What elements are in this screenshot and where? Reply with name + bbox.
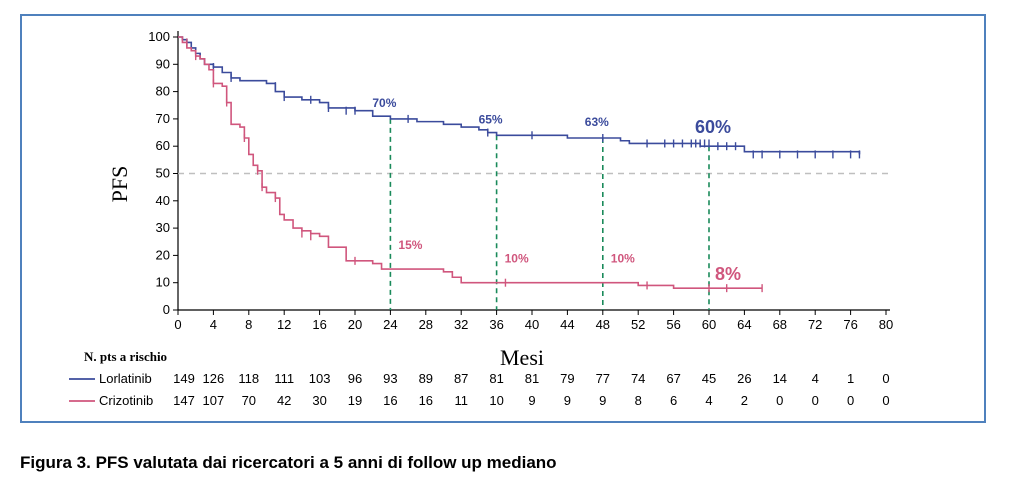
- risk-row-name: Crizotinib: [99, 393, 153, 408]
- risk-value: 93: [383, 371, 397, 386]
- x-tick-label: 16: [312, 317, 326, 332]
- x-tick-label: 52: [631, 317, 645, 332]
- y-tick-label: 50: [156, 166, 170, 181]
- x-tick-label: 36: [489, 317, 503, 332]
- risk-value: 6: [670, 393, 677, 408]
- y-tick-label: 30: [156, 220, 170, 235]
- y-tick-label: 60: [156, 138, 170, 153]
- risk-value: 9: [599, 393, 606, 408]
- x-tick-label: 32: [454, 317, 468, 332]
- risk-value: 96: [348, 371, 362, 386]
- risk-value: 30: [312, 393, 326, 408]
- risk-value: 10: [489, 393, 503, 408]
- risk-value: 11: [454, 393, 468, 408]
- annotation-label: 8%: [715, 264, 741, 284]
- risk-value: 79: [560, 371, 574, 386]
- x-tick-label: 0: [174, 317, 181, 332]
- x-tick-label: 12: [277, 317, 291, 332]
- x-tick-label: 4: [210, 317, 217, 332]
- risk-value: 89: [419, 371, 433, 386]
- risk-value: 107: [203, 393, 225, 408]
- annotation-label: 70%: [372, 96, 396, 110]
- risk-value: 19: [348, 393, 362, 408]
- x-tick-label: 68: [773, 317, 787, 332]
- risk-value: 9: [564, 393, 571, 408]
- x-tick-label: 8: [245, 317, 252, 332]
- annotation-label: 10%: [505, 252, 529, 266]
- risk-row-name: Lorlatinib: [99, 371, 152, 386]
- risk-value: 4: [705, 393, 712, 408]
- risk-value: 103: [309, 371, 331, 386]
- x-axis-label: Mesi: [500, 345, 544, 370]
- figure-caption: Figura 3. PFS valutata dai ricercatori a…: [20, 453, 557, 472]
- series-line-crizotinib: [178, 36, 763, 289]
- y-tick-label: 20: [156, 247, 170, 262]
- risk-value: 67: [666, 371, 680, 386]
- y-axis-label: PFS: [107, 166, 132, 203]
- annotation-label: 10%: [611, 252, 635, 266]
- x-tick-label: 24: [383, 317, 397, 332]
- annotation-label: 60%: [695, 117, 731, 137]
- y-tick-label: 10: [156, 275, 170, 290]
- risk-value: 111: [274, 371, 294, 386]
- risk-value: 0: [776, 393, 783, 408]
- series-line-lorlatinib: [178, 36, 861, 155]
- risk-value: 118: [238, 371, 259, 386]
- risk-value: 147: [173, 393, 195, 408]
- x-tick-label: 76: [843, 317, 857, 332]
- annotations-group: 70% 65% 63% 60% 15% 10% 10% 8%: [372, 96, 741, 284]
- risk-value: 0: [812, 393, 819, 408]
- y-tick-label: 70: [156, 111, 170, 126]
- risk-table-title: N. pts a rischio: [84, 349, 167, 364]
- risk-value: 2: [741, 393, 748, 408]
- risk-value: 26: [737, 371, 751, 386]
- figure-frame: 0 10 20 30 40 50 60 70 80 90 100 0 4 8 12 16 20 24 28 32 36 4…: [20, 14, 986, 423]
- annotation-label: 15%: [398, 238, 422, 252]
- annotation-label: 63%: [585, 115, 609, 129]
- risk-value: 1: [847, 371, 854, 386]
- x-tick-label: 44: [560, 317, 574, 332]
- x-tick-label: 40: [525, 317, 539, 332]
- risk-value: 42: [277, 393, 291, 408]
- risk-value: 16: [383, 393, 397, 408]
- y-tick-label: 80: [156, 84, 170, 99]
- y-tick-label: 90: [156, 56, 170, 71]
- x-tick-label: 80: [879, 317, 893, 332]
- x-tick-label: 28: [419, 317, 433, 332]
- risk-value: 70: [242, 393, 256, 408]
- x-tick-label: 64: [737, 317, 751, 332]
- risk-value: 81: [489, 371, 503, 386]
- risk-value: 126: [203, 371, 225, 386]
- risk-value: 4: [812, 371, 819, 386]
- series-group: [178, 36, 861, 293]
- risk-value: 16: [419, 393, 433, 408]
- x-tick-label: 72: [808, 317, 822, 332]
- risk-table: N. pts a rischio Lorlatinib 149 126 118 111 1…: [69, 349, 890, 408]
- reference-line-group: [178, 118, 890, 310]
- x-tick-label: 48: [596, 317, 610, 332]
- risk-value: 14: [773, 371, 787, 386]
- risk-value: 149: [173, 371, 195, 386]
- x-tick-label: 56: [666, 317, 680, 332]
- risk-value: 0: [847, 393, 854, 408]
- risk-value: 77: [596, 371, 610, 386]
- risk-value: 45: [702, 371, 716, 386]
- x-tick-label: 60: [702, 317, 716, 332]
- risk-value: 9: [528, 393, 535, 408]
- risk-value: 0: [882, 393, 889, 408]
- y-tick-label: 100: [148, 29, 170, 44]
- annotation-label: 65%: [479, 112, 503, 126]
- risk-value: 87: [454, 371, 468, 386]
- risk-value: 8: [635, 393, 642, 408]
- risk-value: 81: [525, 371, 539, 386]
- risk-value: 74: [631, 371, 645, 386]
- x-tick-label: 20: [348, 317, 362, 332]
- risk-value: 0: [882, 371, 889, 386]
- y-tick-label: 40: [156, 193, 170, 208]
- y-tick-label: 0: [163, 302, 170, 317]
